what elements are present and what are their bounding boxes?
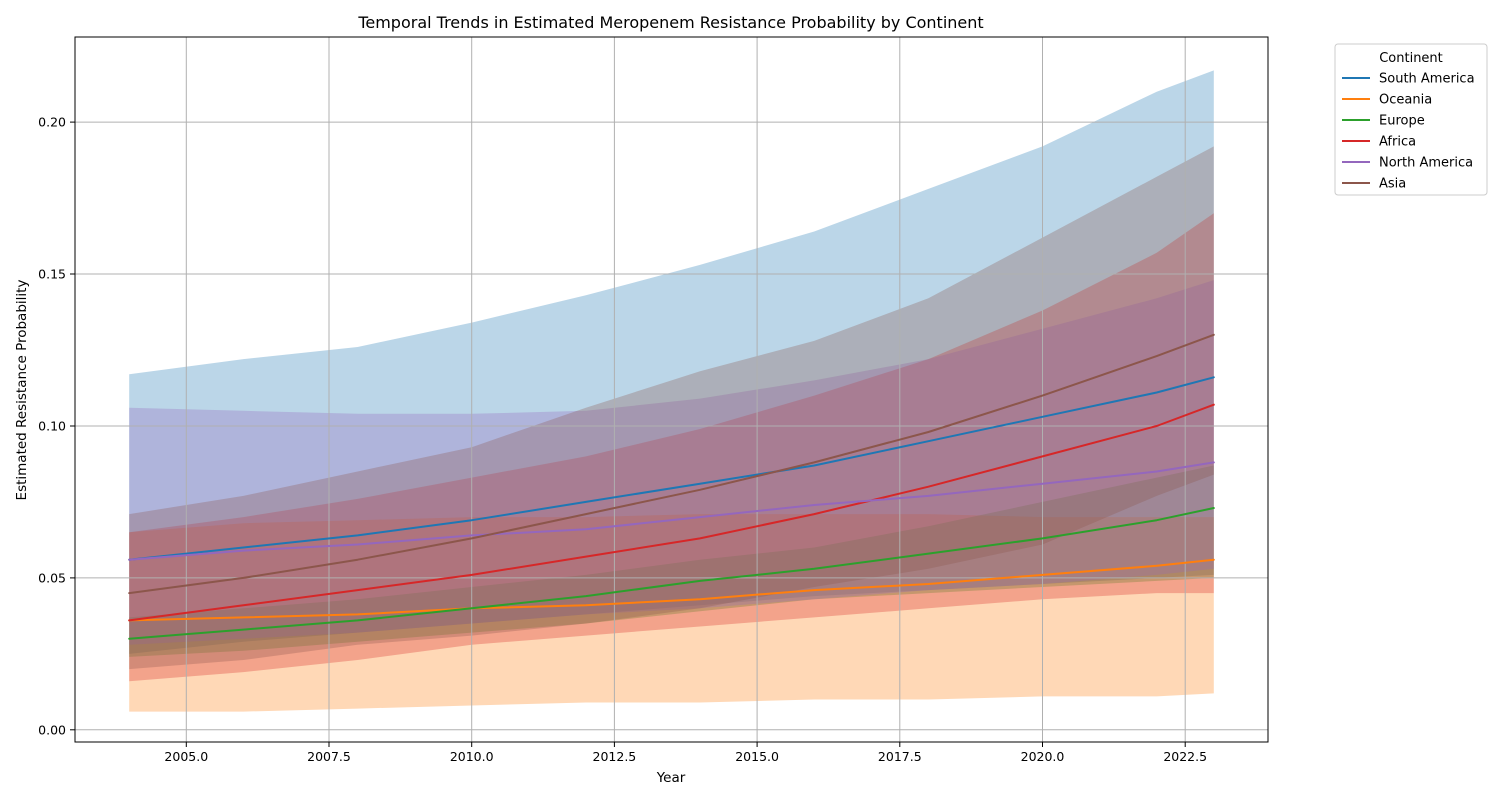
grid-lines [75,37,1268,742]
x-tick-label-1: 2007.5 [307,749,351,764]
x-tick-label-5: 2017.5 [878,749,922,764]
legend-label-2: Europe [1379,114,1425,129]
confidence-band-4 [129,280,1214,645]
legend-label-3: Africa [1379,135,1416,150]
legend-items: South America Oceania Europe Africa North Am… [1342,72,1475,192]
series-line-1 [128,558,1215,622]
legend-title: Continent [1379,51,1443,66]
series-line-0 [128,376,1215,561]
confidence-band-3 [129,213,1214,682]
plot-area-frame [74,36,1269,743]
confidence-band-5 [129,146,1214,670]
y-tick-label-2: 0.10 [38,419,66,434]
series-lines [128,333,1215,640]
x-tick-label-2: 2010.0 [450,749,494,764]
series-line-2 [128,507,1215,640]
x-axis-label: Year [656,770,686,786]
legend: Continent South America Oceania Europe Afri… [1334,43,1488,196]
confidence-band-0 [129,70,1214,654]
y-axis-ticks: 0.00 0.05 0.10 0.15 0.20 [38,115,75,737]
legend-box [1334,43,1488,196]
y-tick-label-3: 0.15 [38,267,66,282]
y-tick-label-1: 0.05 [38,570,66,585]
y-axis-label: Estimated Resistance Probability [14,280,30,501]
x-tick-label-3: 2012.5 [593,749,637,764]
legend-label-4: North America [1379,156,1473,171]
y-tick-label-4: 0.20 [38,115,66,130]
confidence-band-1 [129,514,1214,712]
legend-label-1: Oceania [1379,93,1432,108]
confidence-bands [129,70,1214,712]
legend-label-0: South America [1379,72,1475,87]
x-tick-label-0: 2005.0 [164,749,208,764]
series-line-4 [128,461,1215,561]
x-tick-label-4: 2015.0 [735,749,779,764]
x-tick-label-6: 2020.0 [1021,749,1065,764]
y-tick-label-0: 0.00 [38,722,66,737]
x-axis-ticks: 2005.0 2007.5 2010.0 2012.5 2015.0 2017.5 2020… [164,742,1207,764]
chart-title: Temporal Trends in Estimated Meropenem R… [357,13,983,32]
series-line-3 [128,403,1215,622]
x-tick-label-7: 2022.5 [1163,749,1207,764]
series-line-5 [128,333,1215,595]
confidence-band-2 [129,465,1214,657]
legend-label-5: Asia [1379,177,1406,192]
